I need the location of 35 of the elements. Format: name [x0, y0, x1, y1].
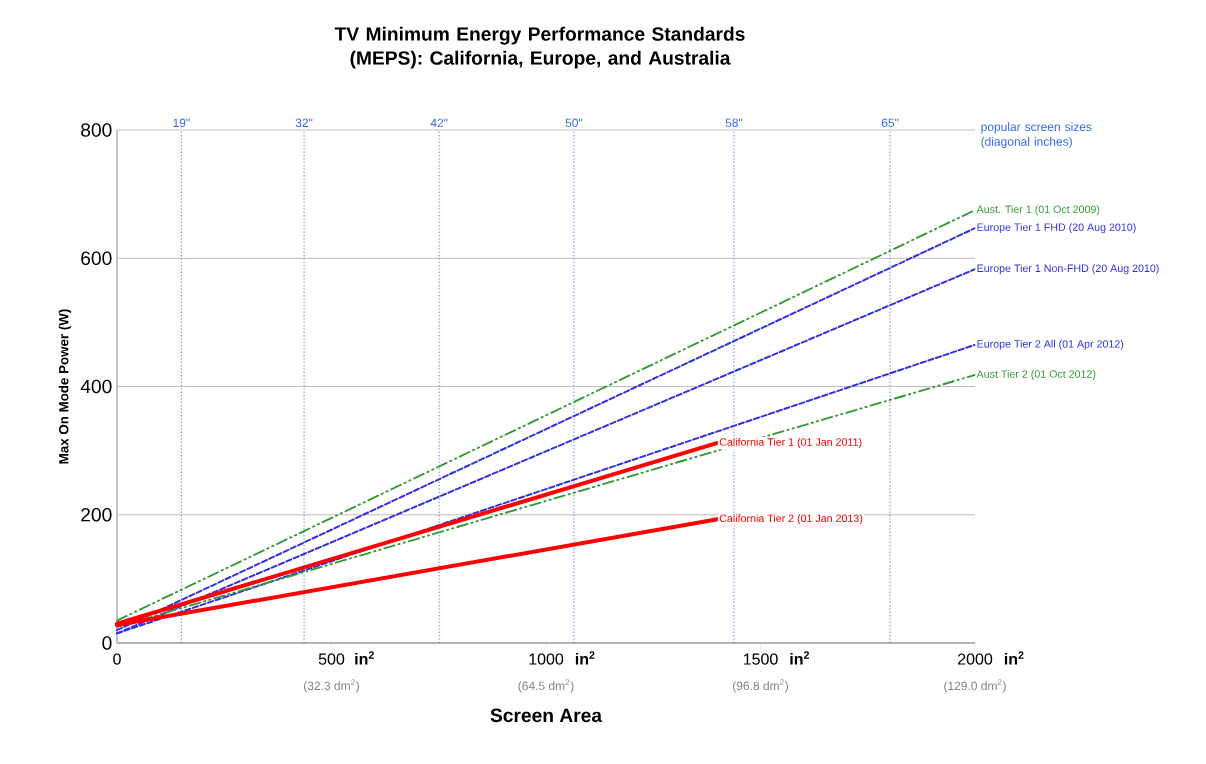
x-tick-label: 0	[113, 653, 121, 665]
annotation: 65"	[881, 118, 899, 128]
series-label: Europe Tier 2 All (01 Apr 2012)	[977, 339, 1124, 350]
chart-title: TV Minimum Energy Performance Standards (MEPS): California, Europe, and Australia	[334, 26, 745, 69]
text: in$^{2}$	[575, 651, 595, 665]
annotation: 32"	[295, 118, 313, 128]
x-tick-label: 500	[318, 653, 345, 665]
text: popular screen sizes (diagonal inches)	[981, 122, 1092, 149]
text: (129.0 dm$^{2}$)	[944, 679, 1006, 693]
series-label: Aust. Tier 1 (01 Oct 2009)	[976, 205, 1100, 216]
x-tick-label: 2000	[958, 653, 993, 665]
y-tick-label: 800	[81, 123, 112, 137]
text: (32.3 dm$^{2}$)	[304, 679, 360, 693]
text: (96.8 dm$^{2}$)	[733, 679, 789, 693]
x-tick-label: 1000	[529, 653, 564, 665]
annotation: 58"	[725, 118, 743, 128]
series-label: Europe Tier 1 Non-FHD (20 Aug 2010)	[977, 264, 1159, 275]
y-axis-title: Max On Mode Power (W)	[58, 309, 72, 464]
x-tick-label: 1500	[743, 653, 778, 665]
y-tick-label: 0	[102, 636, 112, 650]
text: (64.5 dm$^{2}$)	[518, 679, 574, 693]
y-tick-label: 400	[80, 379, 112, 394]
series-label: California Tier 2 (01 Jan 2013)	[719, 514, 863, 525]
series-label: Aust Tier 2 (01 Oct 2012)	[976, 369, 1096, 380]
y-tick-label: 600	[81, 251, 112, 266]
series-label: California Tier 1 (01 Jan 2011)	[719, 437, 862, 448]
series-label: Europe Tier 1 FHD (20 Aug 2010)	[977, 223, 1136, 234]
annotation: 42"	[430, 118, 448, 128]
x-axis-title: Screen Area	[490, 708, 603, 723]
annotation: 19"	[173, 118, 190, 128]
text: in$^{2}$	[1004, 651, 1024, 665]
text: in$^{2}$	[790, 651, 810, 665]
annotation: 50"	[565, 118, 583, 128]
text: in$^{2}$	[355, 651, 374, 665]
y-tick-label: 200	[81, 507, 112, 522]
